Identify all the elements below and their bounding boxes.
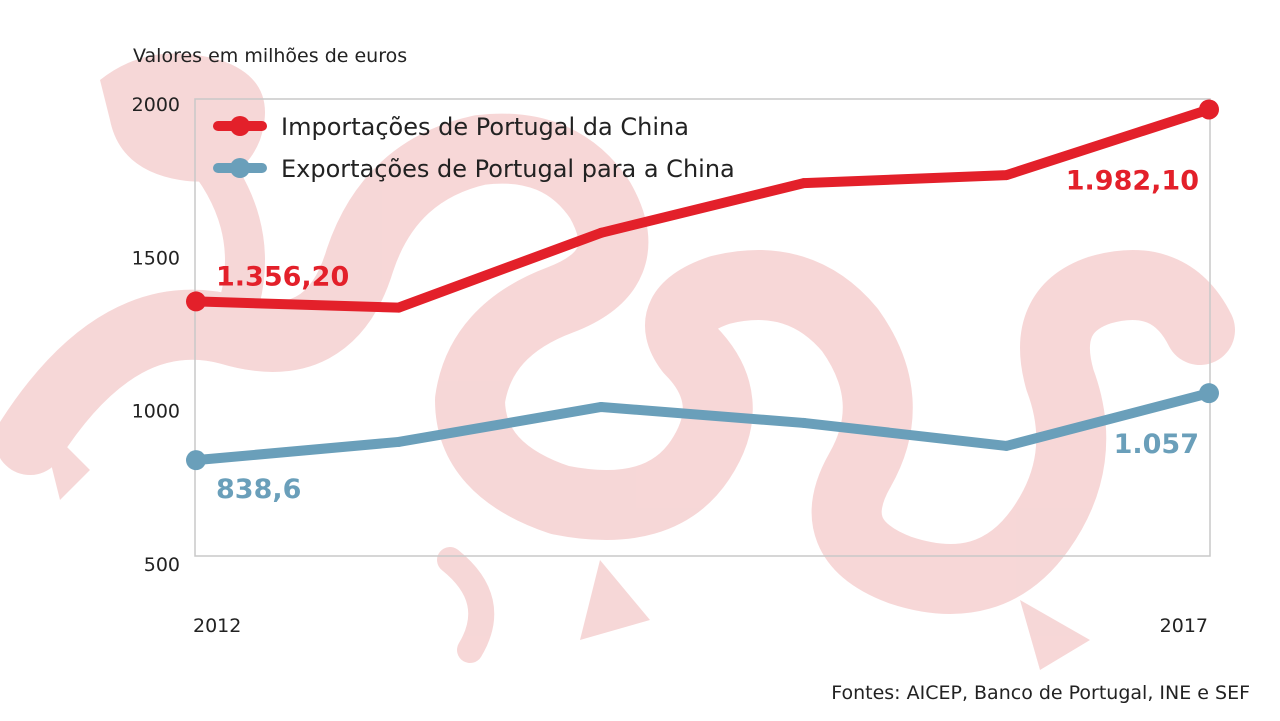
data-label-imports-2012: 1.356,20 [216, 261, 349, 292]
unit-note: Valores em milhões de euros [133, 45, 407, 67]
data-point-exports-2017 [1199, 383, 1219, 404]
series-line-imports [191, 104, 1214, 313]
data-label-exports-2017: 1.057 [1114, 429, 1199, 460]
data-point-exports-2014 [596, 401, 607, 412]
dragon-watermark-icon [0, 53, 1235, 670]
data-point-exports-2013 [393, 436, 404, 447]
data-label-exports-2012: 838,6 [216, 474, 301, 505]
source-note: Fontes: AICEP, Banco de Portugal, INE e … [831, 682, 1250, 704]
data-point-imports-2015 [798, 178, 809, 189]
legend-marker-exports [230, 158, 250, 178]
data-point-exports-2012 [186, 450, 206, 471]
data-label-imports-2017: 1.982,10 [1066, 165, 1199, 196]
series-line-exports [191, 388, 1214, 466]
y-tick-label-1000: 1000 [132, 401, 180, 423]
data-point-imports-2012 [186, 291, 206, 312]
legend-marker-imports [230, 116, 250, 136]
plot-frame [194, 98, 1211, 557]
y-tick-label-500: 500 [144, 554, 180, 576]
y-tick-label-1500: 1500 [132, 247, 180, 269]
legend-label-exports: Exportações de Portugal para a China [281, 155, 735, 183]
data-point-imports-2013 [393, 302, 404, 313]
x-tick-label-2017: 2017 [1160, 615, 1208, 637]
data-point-imports-2017 [1199, 99, 1219, 120]
y-tick-label-2000: 2000 [132, 94, 180, 116]
data-point-exports-2015 [798, 417, 809, 428]
data-point-imports-2014 [596, 227, 607, 238]
data-point-exports-2016 [1001, 440, 1012, 451]
x-tick-label-2012: 2012 [193, 615, 241, 637]
data-point-imports-2016 [1001, 170, 1012, 181]
legend-label-imports: Importações de Portugal da China [281, 113, 689, 141]
legend: Importações de Portugal da China Exporta… [213, 113, 735, 183]
